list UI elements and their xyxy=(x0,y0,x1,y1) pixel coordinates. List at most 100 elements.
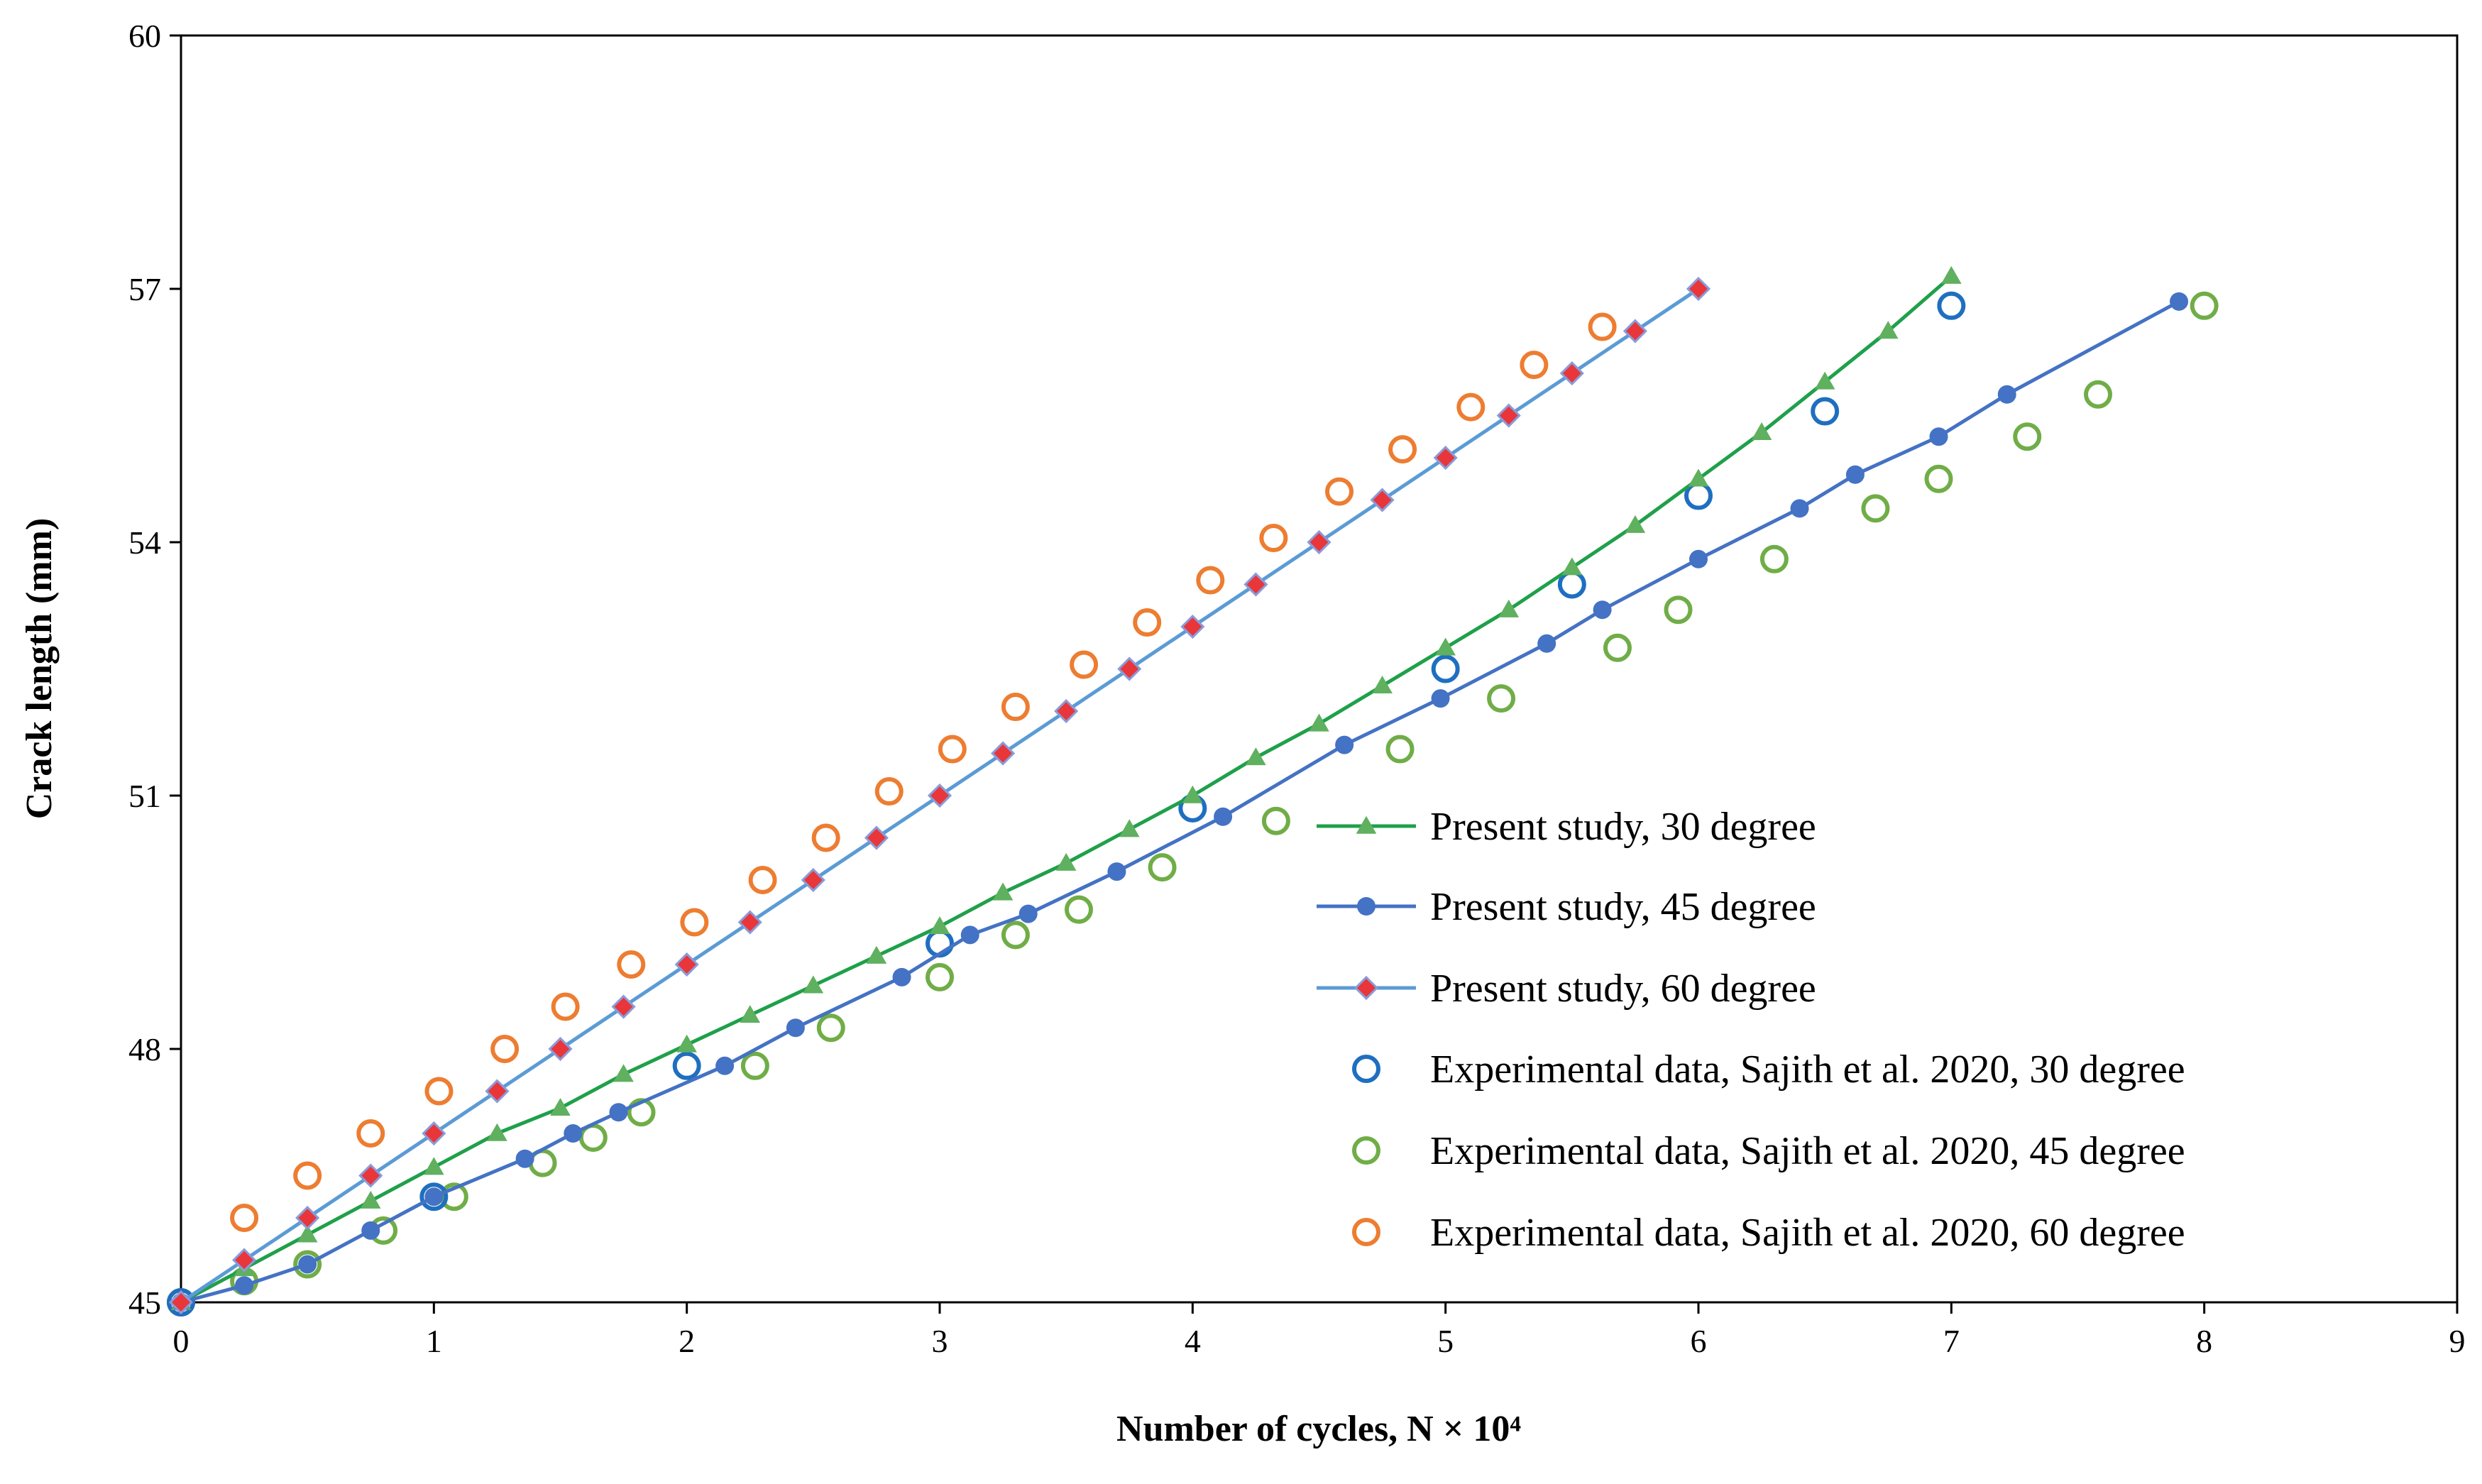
data-point xyxy=(293,1250,322,1279)
data-point xyxy=(550,1098,571,1116)
legend-marker xyxy=(1353,975,1379,1001)
data-point xyxy=(1924,464,1953,493)
data-point xyxy=(168,1290,194,1315)
data-point xyxy=(298,1255,317,1274)
data-point xyxy=(926,962,954,991)
data-point xyxy=(991,741,1016,766)
data-point xyxy=(927,783,952,808)
data-point xyxy=(1433,445,1458,471)
data-point xyxy=(1372,676,1393,694)
data-point xyxy=(609,1103,628,1122)
data-point xyxy=(230,1204,259,1232)
y-tick-label: 48 xyxy=(128,1031,161,1067)
data-point xyxy=(1214,807,1233,826)
data-point xyxy=(360,1190,381,1209)
data-point xyxy=(490,1035,520,1063)
data-point xyxy=(992,882,1014,901)
data-point xyxy=(548,1036,573,1062)
data-point xyxy=(1148,853,1177,882)
data-point xyxy=(672,1051,701,1080)
legend-label: Experimental data, Sajith et al. 2020, 3… xyxy=(1430,1048,2185,1092)
data-point xyxy=(803,975,824,994)
data-point xyxy=(1055,852,1077,871)
data-point xyxy=(2084,380,2113,409)
data-point xyxy=(1496,403,1521,428)
y-axis-title: Crack length (mm) xyxy=(19,518,60,820)
y-tick-label: 57 xyxy=(128,271,161,307)
series-1 xyxy=(170,265,1962,1310)
data-point xyxy=(1196,566,1225,595)
data-point xyxy=(1941,265,1962,284)
data-point xyxy=(2170,292,2189,311)
data-point xyxy=(1335,735,1354,754)
data-point xyxy=(1117,656,1142,681)
data-point xyxy=(1790,499,1809,518)
data-point xyxy=(1246,747,1266,766)
data-point xyxy=(1435,637,1456,656)
data-point xyxy=(1119,819,1140,837)
data-point xyxy=(1370,488,1395,512)
legend-item: Present study, 60 degree xyxy=(1317,967,1816,1011)
x-tick-label: 1 xyxy=(426,1323,442,1359)
data-point xyxy=(1259,524,1288,553)
data-point xyxy=(611,994,636,1019)
data-point xyxy=(424,1157,444,1175)
data-point xyxy=(617,950,646,979)
data-point xyxy=(232,1248,257,1273)
data-point xyxy=(1487,684,1516,713)
data-point xyxy=(1431,654,1460,683)
data-point xyxy=(1937,291,1966,320)
data-point xyxy=(361,1221,380,1240)
data-point xyxy=(1325,477,1354,506)
x-tick-label: 9 xyxy=(2449,1323,2466,1359)
data-point xyxy=(235,1276,254,1295)
data-point xyxy=(2013,422,2042,451)
legend-marker xyxy=(1352,1055,1380,1083)
data-point xyxy=(356,1119,385,1148)
data-point xyxy=(1686,276,1711,302)
x-axis-title: Number of cycles, N × 10⁴ xyxy=(1116,1409,1521,1449)
data-point xyxy=(1625,515,1646,533)
data-point xyxy=(422,1121,446,1146)
legend-item: Present study, 30 degree xyxy=(1317,805,1816,849)
legend-label: Present study, 60 degree xyxy=(1430,967,1816,1011)
data-point xyxy=(864,825,889,850)
data-point xyxy=(1385,735,1415,764)
data-point xyxy=(1811,397,1840,426)
data-point xyxy=(1001,920,1030,950)
data-point xyxy=(1180,614,1205,639)
x-tick-label: 6 xyxy=(1691,1323,1707,1359)
data-point xyxy=(485,1079,510,1104)
data-point xyxy=(1070,650,1099,679)
data-point xyxy=(1997,385,2016,404)
data-point xyxy=(960,925,979,945)
x-tick-label: 2 xyxy=(679,1323,695,1359)
y-tick-label: 54 xyxy=(128,524,161,561)
data-point xyxy=(419,1182,449,1211)
data-point xyxy=(740,1005,761,1023)
data-point xyxy=(1498,599,1520,617)
data-point xyxy=(515,1149,534,1168)
x-tick-label: 7 xyxy=(1943,1323,1960,1359)
data-point xyxy=(929,916,950,935)
data-point xyxy=(740,1051,769,1080)
data-point xyxy=(424,1187,444,1207)
data-point xyxy=(1688,468,1709,487)
data-point xyxy=(1243,572,1268,597)
data-point xyxy=(613,1064,634,1082)
data-point xyxy=(1814,371,1835,390)
data-point xyxy=(1861,494,1890,523)
data-point xyxy=(816,1013,845,1043)
data-point xyxy=(1456,392,1486,422)
data-point xyxy=(1684,481,1713,510)
data-point xyxy=(627,1098,656,1127)
data-point xyxy=(1261,806,1290,835)
data-point xyxy=(1307,529,1331,555)
data-point xyxy=(297,1224,318,1243)
legend-label: Present study, 30 degree xyxy=(1430,805,1816,849)
data-point xyxy=(1559,361,1584,386)
data-point xyxy=(680,908,709,937)
data-point xyxy=(1557,570,1586,599)
data-point xyxy=(1603,633,1632,662)
